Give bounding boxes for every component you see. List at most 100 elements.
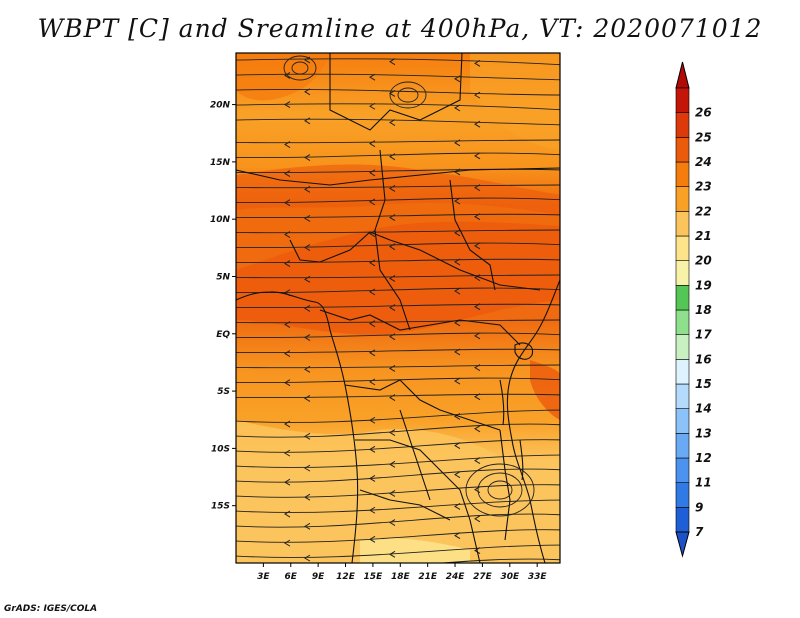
streamline-arrow — [389, 119, 396, 126]
colorbar-label: 22 — [695, 204, 712, 218]
streamline-arrow — [284, 379, 291, 387]
colorbar-label: 14 — [695, 402, 712, 416]
colorbar-label: 11 — [695, 476, 712, 490]
chart-title: WBPT [C] and Sreamline at 400hPa, VT: 20… — [37, 14, 763, 43]
lon-tick-label: 21E — [418, 572, 438, 582]
streamline — [236, 348, 560, 354]
streamline-arrow — [369, 259, 376, 267]
streamline-arrow — [389, 550, 396, 558]
streamline-arrow — [369, 288, 376, 296]
map-panel — [236, 53, 560, 563]
streamline-arrow — [474, 91, 481, 99]
streamline-arrow — [474, 152, 481, 160]
wbpt-patch-ne-21 — [470, 53, 560, 150]
colorbar-label: 18 — [695, 303, 712, 317]
streamline-arrow — [389, 275, 396, 282]
streamline-arrow — [304, 464, 311, 472]
streamline-arrow — [454, 258, 461, 266]
streamline-arrow — [474, 59, 481, 67]
lake-victoria — [514, 342, 534, 360]
coastlines-borders — [236, 53, 560, 563]
colorbar: 7 9 11 12 13 14 15 16 17 18 19 20 21 22 23 24 25 26 — [675, 61, 712, 558]
lake-tanganyika — [499, 379, 505, 426]
colorbar-swatch — [675, 482, 690, 508]
west-coastline — [236, 291, 359, 563]
streamline-arrow — [389, 58, 396, 66]
colorbar-label: 17 — [695, 328, 712, 342]
streamline-arrow — [369, 378, 376, 386]
streamline-arrow — [369, 230, 376, 238]
colorbar-swatch — [675, 285, 690, 311]
colorbar-top-arrow — [675, 61, 690, 89]
streamline-arrow — [369, 169, 376, 177]
streamline-arrow — [474, 425, 481, 433]
colorbar-label: 7 — [695, 525, 704, 539]
lake-malawi — [519, 439, 524, 481]
colorbar-bottom-arrow — [675, 531, 690, 558]
streamline-arrow — [369, 140, 376, 148]
streamline-arrow — [304, 432, 311, 440]
streamline — [236, 118, 560, 126]
streamline-arrow — [389, 394, 396, 402]
streamline-arrow — [454, 377, 461, 385]
streamline-arrow — [474, 184, 481, 192]
wbpt-patch-south-19 — [360, 538, 470, 563]
lat-tick-label: 5S — [217, 387, 230, 397]
streamline-arrow — [304, 365, 311, 373]
streamline — [236, 423, 560, 438]
streamline-arrow — [284, 170, 291, 178]
colorbar-swatch — [675, 457, 690, 483]
colorbar-swatch — [675, 211, 690, 237]
streamline-arrow — [389, 365, 396, 372]
streamline-arrow — [454, 319, 461, 327]
colorbar-swatch — [675, 112, 690, 138]
streamline-arrow — [474, 303, 481, 311]
east-coastline — [506, 279, 560, 563]
border-4 — [374, 149, 411, 331]
colorbar-label: 15 — [695, 377, 712, 391]
lon-axis: 3E 6E 9E 12E 15E 18E 21E 24E 27E 30E 33E — [257, 563, 547, 582]
streamline-arrow — [389, 490, 396, 497]
streamline-arrow — [369, 198, 376, 206]
colorbar-label: 12 — [695, 451, 712, 465]
streamline — [236, 364, 560, 369]
streamline-arrow — [389, 460, 396, 468]
colorbar-label: 20 — [695, 254, 712, 268]
streamline — [236, 454, 560, 468]
streamline-arrow — [389, 185, 396, 192]
lat-tick-label: 20N — [210, 101, 231, 111]
streamline-arrow — [454, 471, 461, 479]
streamline-arrow — [454, 197, 461, 205]
streamline-arrow — [304, 154, 311, 161]
colorbar-swatch — [675, 334, 690, 360]
streamline — [236, 258, 560, 264]
streamline-arrow — [369, 445, 376, 453]
streamline-arrow — [304, 304, 311, 312]
colorbar-label: 24 — [695, 155, 712, 169]
streamline-arrow — [389, 153, 396, 161]
wbpt-band-north-23 — [236, 164, 560, 215]
border-1 — [329, 53, 463, 131]
streamline-arrow — [454, 229, 461, 237]
border-9 — [359, 489, 451, 521]
colorbar-label: 13 — [695, 426, 712, 440]
streamline-arrow — [284, 321, 291, 328]
grads-credit: GrADS: IGES/COLA — [4, 604, 98, 614]
colorbar-swatch — [675, 433, 690, 459]
streamline-arrow — [304, 554, 311, 562]
streamline-arrow — [304, 522, 311, 530]
lat-tick-label: EQ — [216, 330, 230, 340]
lon-tick-label: 33E — [528, 572, 548, 582]
border-3 — [289, 231, 541, 291]
streamline-arrow — [284, 478, 291, 486]
streamline-arrow — [389, 243, 396, 251]
streamline-arrow — [284, 231, 291, 238]
lon-tick-label: 6E — [285, 572, 298, 582]
colorbar-swatch — [675, 408, 690, 434]
colorbar-label: 21 — [695, 229, 712, 243]
streamline-arrow — [454, 287, 461, 295]
streamline — [236, 197, 560, 204]
streamline-arrow — [284, 260, 291, 268]
streamline-arrow — [454, 442, 461, 449]
streamline-arrow — [474, 274, 481, 282]
